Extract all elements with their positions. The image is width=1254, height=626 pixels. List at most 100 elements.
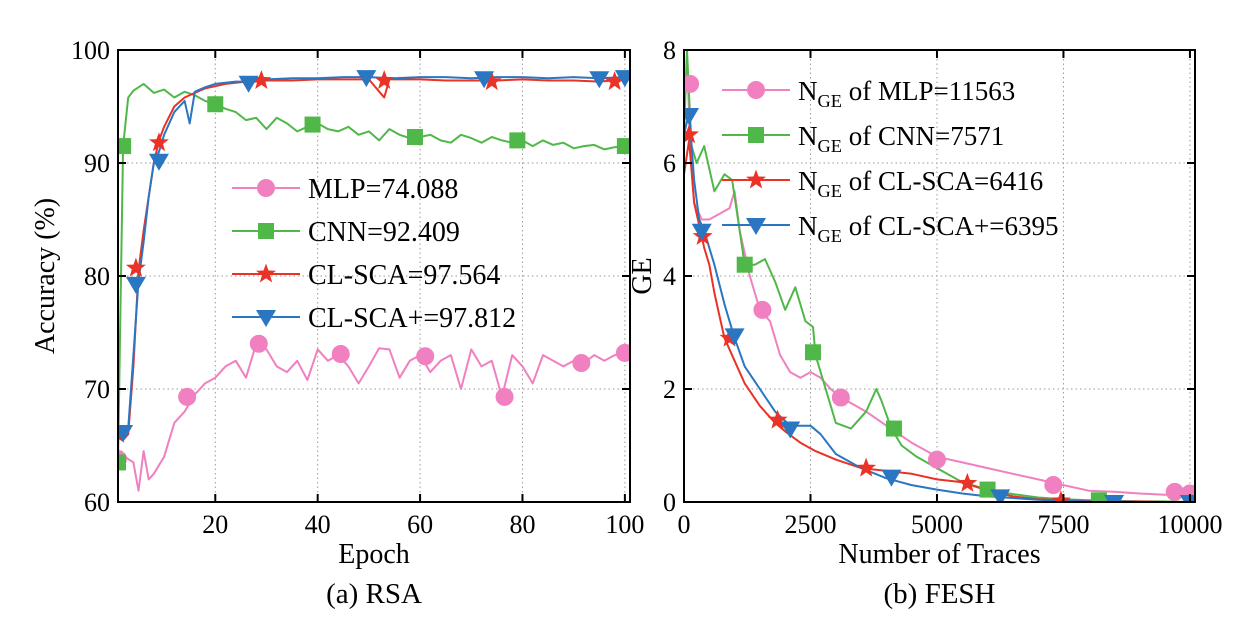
rsa-y-axis-label: Accuracy (%) (30, 198, 61, 354)
fesh-marker-mlp (1044, 476, 1063, 495)
fesh-legend-label-mlp: NGE of MLP=11563 (798, 76, 1015, 111)
fesh-y-tick-label: 6 (663, 149, 676, 178)
rsa-x-tick-label: 40 (305, 510, 331, 539)
rsa-legend-marker-mlp (257, 179, 275, 197)
panel-rsa: 20 40 60 80 100 60 70 80 90 100 Epoch Accuracy (%) (… (30, 36, 644, 610)
rsa-y-tick-label: 80 (84, 262, 110, 291)
fesh-marker-cl-sca-plus (780, 421, 801, 439)
fesh-plot-area (684, 50, 1195, 502)
fesh-caption: (b) FESH (884, 578, 996, 610)
rsa-legend-label-cnn: CNN=92.409 (308, 217, 460, 248)
fesh-x-tick-label: 5000 (911, 510, 963, 539)
rsa-series-line-mlp (118, 342, 626, 492)
rsa-legend: MLP=74.088 CNN=92.409 CL-SCA=97.564 CL-SCA+… (232, 174, 516, 334)
legend-label-rest: of CL-SCA+=6395 (842, 211, 1058, 241)
fesh-legend-marker-mlp (747, 81, 765, 99)
rsa-x-tick-label: 100 (605, 510, 644, 539)
rsa-legend-label-mlp: MLP=74.088 (308, 174, 458, 205)
fesh-marker-mlp (753, 300, 772, 319)
legend-label-main: N (798, 211, 818, 241)
fesh-y-tick-label: 8 (663, 36, 676, 65)
fesh-x-tick-label: 10000 (1157, 510, 1222, 539)
fesh-marker-cl-sca-plus (990, 489, 1011, 502)
rsa-marker-cl-sca-plus (614, 70, 630, 88)
fesh-grid (684, 50, 1195, 502)
rsa-y-tick-label: 100 (71, 36, 110, 65)
fesh-marker-cl-sca-plus (1179, 495, 1195, 502)
rsa-plot-area (118, 70, 630, 492)
rsa-x-tick-label: 60 (407, 510, 433, 539)
rsa-marker-mlp (495, 387, 514, 406)
fesh-x-tick-label: 0 (678, 510, 691, 539)
rsa-marker-cnn (509, 132, 526, 149)
rsa-marker-cl-sca (149, 132, 169, 152)
fesh-marker-cl-sca-plus (724, 328, 745, 346)
rsa-series-line-cl-sca-plus (118, 76, 625, 432)
legend-label-main: N (798, 166, 818, 196)
rsa-legend-label-cl-sca: CL-SCA=97.564 (308, 260, 500, 291)
rsa-caption: (a) RSA (326, 578, 422, 610)
rsa-marker-cl-sca (251, 70, 272, 89)
fesh-marker-cl-sca (719, 327, 740, 347)
rsa-marker-cl-sca (125, 257, 146, 277)
rsa-marker-mlp (178, 387, 197, 406)
rsa-marker-mlp (416, 347, 435, 366)
fesh-marker-cl-sca (856, 457, 877, 477)
fesh-marker-cnn (1090, 492, 1107, 502)
legend-label-rest: of CL-SCA=6416 (842, 166, 1043, 196)
fesh-marker-cnn (885, 420, 902, 437)
rsa-y-tick-label: 70 (84, 375, 110, 404)
fesh-marker-cnn (979, 481, 996, 498)
legend-label-subscript: GE (818, 226, 842, 246)
fesh-marker-cl-sca-plus (684, 107, 700, 125)
rsa-marker-cnn (304, 116, 321, 133)
rsa-marker-cl-sca (481, 71, 502, 91)
fesh-legend-marker-cnn (748, 127, 764, 143)
fesh-marker-cl-sca (767, 409, 788, 429)
fesh-marker-cl-sca-plus (691, 223, 712, 241)
legend-label-main: N (798, 121, 818, 151)
legend-label-subscript: GE (818, 91, 842, 111)
fesh-marker-mlp (927, 450, 946, 469)
rsa-marker-cnn (118, 138, 132, 155)
fesh-y-tick-label: 4 (663, 262, 676, 291)
fesh-legend-marker-cl-sca-plus (746, 218, 766, 235)
fesh-marker-cl-sca (684, 124, 699, 144)
fesh-marker-cl-sca (1050, 490, 1071, 502)
fesh-legend-label-cnn: NGE of CNN=7571 (798, 121, 1004, 156)
rsa-x-tick-label: 20 (202, 510, 228, 539)
rsa-legend-marker-cnn (258, 223, 274, 239)
rsa-marker-cl-sca-plus (118, 424, 134, 442)
fesh-x-tick-label: 2500 (784, 510, 836, 539)
rsa-series-line-cnn (118, 82, 626, 463)
fesh-legend-label-cl-sca: NGE of CL-SCA=6416 (798, 166, 1043, 201)
rsa-marker-mlp (572, 354, 591, 373)
rsa-y-tick-label: 60 (84, 488, 110, 517)
rsa-marker-cl-sca-plus (474, 71, 495, 89)
rsa-marker-cl-sca-plus (589, 71, 610, 89)
rsa-marker-cnn (118, 454, 126, 471)
fesh-y-tick-label: 2 (663, 375, 676, 404)
rsa-legend-marker-cl-sca (256, 263, 276, 283)
rsa-marker-cl-sca (374, 70, 395, 89)
fesh-series-line-cnn (684, 50, 1190, 502)
fesh-x-tick-label: 7500 (1037, 510, 1089, 539)
rsa-x-tick-label: 80 (509, 510, 535, 539)
rsa-marker-mlp (249, 334, 268, 353)
legend-label-subscript: GE (818, 181, 842, 201)
fesh-y-tick-label: 0 (663, 488, 676, 517)
rsa-marker-cnn (406, 129, 423, 146)
fesh-marker-cnn (805, 344, 822, 361)
fesh-marker-cl-sca-plus (1104, 495, 1125, 502)
fesh-marker-mlp (684, 74, 700, 93)
panel-fesh: 0 2500 5000 7500 10000 0 2 4 6 8 Number of Traces G… (627, 36, 1222, 610)
fesh-marker-cl-sca (957, 472, 978, 492)
fesh-marker-cl-sca-plus (881, 469, 902, 487)
rsa-legend-label-cl-sca-plus: CL-SCA+=97.812 (308, 303, 516, 334)
rsa-marker-cl-sca-plus (125, 276, 146, 294)
rsa-marker-cl-sca-plus (148, 153, 169, 171)
rsa-x-axis-label: Epoch (338, 539, 410, 570)
rsa-y-tick-label: 90 (84, 149, 110, 178)
fesh-x-axis-label: Number of Traces (838, 539, 1040, 570)
